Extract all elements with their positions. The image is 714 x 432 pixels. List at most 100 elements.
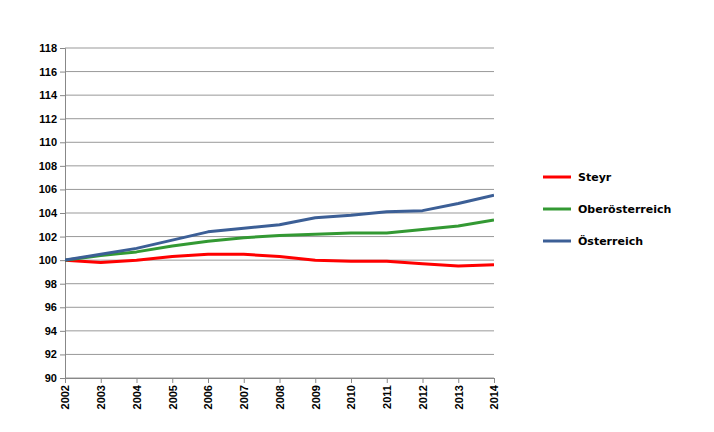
x-tick-label: 2007: [238, 385, 250, 409]
x-tick: 2003: [95, 378, 107, 409]
y-tick: 118: [39, 42, 65, 54]
legend-swatch: [543, 240, 571, 243]
x-tick: 2002: [59, 378, 71, 409]
x-tick-mark: [387, 378, 388, 383]
x-tick: 2014: [488, 378, 500, 409]
x-tick-label: 2012: [417, 385, 429, 409]
x-tick-label: 2002: [59, 385, 71, 409]
x-tick: 2006: [202, 378, 214, 409]
y-tick-mark: [60, 260, 65, 261]
y-tick: 98: [45, 278, 65, 290]
y-tick-label: 92: [45, 348, 57, 360]
y-tick-mark: [60, 331, 65, 332]
y-tick-mark: [60, 189, 65, 190]
y-tick-mark: [60, 142, 65, 143]
y-tick-label: 90: [45, 372, 57, 384]
plot-area: 90 92 94 96 98 100 102 104 106 108 110 112 114 116 118…: [39, 42, 501, 409]
y-tick-label: 112: [39, 113, 57, 125]
y-tick-mark: [60, 378, 65, 379]
x-tick-mark: [137, 378, 138, 383]
y-tick-mark: [60, 354, 65, 355]
x-tick: 2010: [345, 378, 357, 409]
grid-line: [65, 71, 494, 72]
grid-line: [65, 307, 494, 308]
y-tick-label: 94: [45, 325, 58, 337]
y-tick: 104: [39, 207, 65, 219]
y-tick-label: 100: [39, 254, 57, 266]
x-tick: 2009: [310, 378, 322, 409]
legend-swatch: [543, 208, 571, 211]
y-tick-mark: [60, 166, 65, 167]
x-axis-line: [66, 379, 495, 384]
x-tick: 2007: [238, 378, 250, 409]
x-axis: 2002 2003 2004 2005 2006 2007 2008 2009 2010 2011…: [59, 378, 500, 409]
x-tick-mark: [458, 378, 459, 383]
x-tick-mark: [65, 378, 66, 383]
grid-line: [65, 118, 494, 119]
grid-line: [65, 48, 494, 49]
series-line: [65, 195, 494, 260]
grid-line: [65, 189, 494, 190]
y-tick-label: 108: [39, 160, 57, 172]
grid-line: [65, 213, 494, 214]
y-tick-label: 116: [39, 66, 57, 78]
y-tick-mark: [60, 237, 65, 238]
legend-label: Österreich: [578, 234, 643, 248]
legend-label: Steyr: [578, 171, 612, 184]
legend-label: Oberösterreich: [578, 203, 671, 216]
y-tick-mark: [60, 95, 65, 96]
y-tick-mark: [60, 284, 65, 285]
x-tick: 2008: [274, 378, 286, 409]
y-tick-label: 114: [39, 89, 58, 101]
y-tick-label: 110: [39, 136, 57, 148]
x-tick-label: 2014: [488, 384, 500, 409]
x-tick-label: 2013: [453, 385, 465, 409]
series-group: [65, 195, 494, 266]
x-tick-label: 2008: [274, 385, 286, 409]
y-tick-mark: [60, 119, 65, 120]
x-tick: 2004: [131, 378, 143, 409]
y-tick-mark: [60, 307, 65, 308]
y-tick: 110: [39, 136, 65, 148]
x-tick-label: 2004: [131, 384, 143, 409]
y-tick: 100: [39, 254, 65, 266]
legend-swatch: [543, 176, 571, 179]
x-tick-mark: [280, 378, 281, 383]
x-tick-label: 2011: [381, 385, 393, 409]
y-tick: 106: [39, 183, 65, 195]
chart: 90 92 94 96 98 100 102 104 106 108 110 112 114 116 118…: [0, 0, 714, 432]
y-tick-label: 104: [39, 207, 58, 219]
y-tick: 112: [39, 113, 65, 125]
y-tick: 96: [45, 301, 65, 313]
legend-entry: Österreich: [543, 234, 643, 248]
legend-entry: Steyr: [543, 171, 612, 184]
grid-line: [65, 330, 494, 331]
x-tick-label: 2005: [167, 385, 179, 409]
x-tick: 2005: [167, 378, 179, 409]
x-tick-mark: [494, 378, 495, 383]
y-tick: 116: [39, 66, 65, 78]
y-tick-label: 96: [45, 301, 57, 313]
x-tick-mark: [101, 378, 102, 383]
y-tick: 90: [45, 372, 65, 384]
y-tick: 108: [39, 160, 65, 172]
y-tick-label: 118: [39, 42, 57, 54]
x-tick-mark: [244, 378, 245, 383]
grid-line: [65, 283, 494, 284]
y-tick: 102: [39, 231, 65, 243]
legend-entry: Oberösterreich: [543, 203, 671, 216]
grid-line: [65, 142, 494, 143]
x-tick-label: 2003: [95, 385, 107, 409]
x-tick: 2011: [381, 378, 393, 409]
y-tick: 92: [45, 348, 65, 360]
y-tick-label: 106: [39, 183, 57, 195]
y-tick-label: 102: [39, 231, 57, 243]
x-tick: 2013: [453, 378, 465, 409]
x-tick-mark: [423, 378, 424, 383]
y-tick-mark: [60, 48, 65, 49]
x-tick-label: 2010: [345, 385, 357, 409]
y-tick: 94: [45, 325, 65, 337]
x-tick-mark: [351, 378, 352, 383]
grid-line: [65, 95, 494, 96]
x-tick-mark: [315, 378, 316, 383]
